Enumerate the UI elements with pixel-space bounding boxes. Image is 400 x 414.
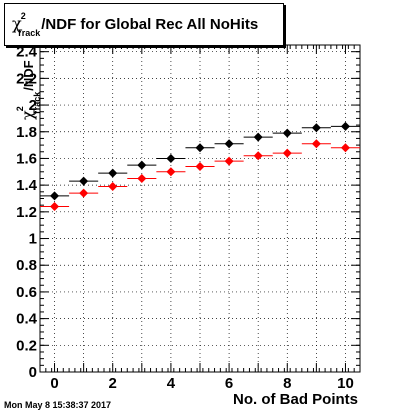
data-point	[108, 168, 118, 178]
y-tick-label: 1.8	[16, 124, 37, 141]
data-point	[282, 128, 292, 138]
chart-title-box: χ2 Track/NDF for Global Rec All NoHits	[4, 3, 284, 46]
ylabel-sub: Track	[32, 91, 42, 116]
y-tick-label: 0.8	[16, 257, 37, 274]
title-sup: 2	[20, 11, 26, 21]
data-point	[137, 173, 147, 183]
y-tick-label: 1.2	[16, 204, 37, 221]
chart-title: χ2 Track/NDF for Global Rec All NoHits	[12, 11, 259, 38]
data-point	[282, 148, 292, 158]
data-point	[166, 167, 176, 177]
x-tick-label: 8	[283, 375, 291, 392]
data-point	[195, 161, 205, 171]
ylabel-rest: /NDF	[21, 60, 36, 91]
y-tick-label: 0.2	[16, 337, 37, 354]
y-tick-label: 0	[29, 364, 37, 381]
x-axis-label: No. of Bad Points	[233, 391, 358, 408]
data-point	[108, 181, 118, 191]
data-point	[253, 132, 263, 142]
data-point	[311, 123, 321, 133]
y-tick-label: 1.6	[16, 150, 37, 167]
data-point	[340, 121, 350, 131]
data-point	[224, 139, 234, 149]
data-point	[195, 143, 205, 153]
data-point	[311, 139, 321, 149]
data-point	[79, 176, 89, 186]
data-point	[50, 201, 60, 211]
y-tick-label: 1.4	[16, 177, 38, 194]
y-tick-label: 1	[29, 231, 37, 248]
data-point	[166, 153, 176, 163]
data-point	[79, 188, 89, 198]
y-tick-label: 0.6	[16, 284, 37, 301]
x-tick-label: 6	[225, 375, 233, 392]
y-tick-label: 2	[29, 97, 37, 114]
x-tick-label: 2	[109, 375, 117, 392]
x-tick-label: 0	[50, 375, 58, 392]
data-point	[224, 156, 234, 166]
plot-frame	[39, 44, 361, 373]
data-point	[253, 151, 263, 161]
x-tick-label: 4	[167, 375, 176, 392]
data-point	[340, 143, 350, 153]
title-chi: χ	[12, 14, 22, 33]
title-rest: /NDF for Global Rec All NoHits	[41, 16, 259, 33]
data-point	[50, 191, 60, 201]
y-tick-label: 0.4	[16, 311, 38, 328]
title-sub: Track	[16, 28, 41, 38]
y-tick-label: 2.2	[16, 70, 37, 87]
x-tick-label: 10	[337, 375, 354, 392]
data-point	[137, 160, 147, 170]
timestamp-footer: Mon May 8 15:38:37 2017	[4, 400, 112, 410]
y-tick-label: 2.4	[16, 44, 38, 61]
ylabel-sup: 2	[15, 106, 25, 112]
